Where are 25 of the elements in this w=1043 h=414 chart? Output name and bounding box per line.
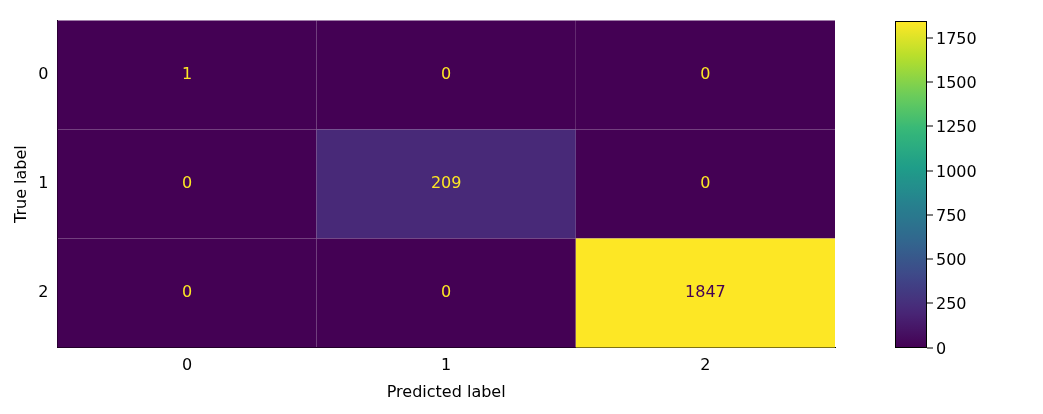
x-tick-label: 0: [181, 355, 193, 375]
data-label: 0: [441, 64, 452, 84]
y-tick-label: 1: [38, 173, 49, 193]
data-label: 209: [430, 173, 462, 193]
data-label: 0: [700, 64, 711, 84]
data-label: 0: [700, 173, 711, 193]
x-axis-title: Predicted label: [386, 381, 506, 401]
x-tick-label: 1: [441, 355, 452, 375]
data-label: 0: [181, 173, 193, 193]
color-bar-label: 1000: [936, 161, 977, 181]
y-tick-label: 2: [38, 282, 49, 302]
color-bar-label: 1500: [936, 72, 977, 92]
color-bar-label: 250: [936, 293, 967, 313]
y-axis-title: True label: [10, 145, 30, 224]
data-label: 1847: [685, 282, 726, 302]
y-tick-label: 0: [38, 64, 49, 84]
color-bar-label: 500: [936, 249, 967, 269]
data-label: 1: [181, 64, 193, 84]
data-label: 0: [441, 282, 452, 302]
color-bar-label: 1250: [936, 116, 977, 136]
color-bar-label: 750: [936, 205, 967, 225]
color-bar-label: 0: [936, 338, 947, 358]
color-bar-label: 1750: [936, 28, 977, 48]
x-tick-label: 2: [700, 355, 711, 375]
data-label: 0: [181, 282, 193, 302]
